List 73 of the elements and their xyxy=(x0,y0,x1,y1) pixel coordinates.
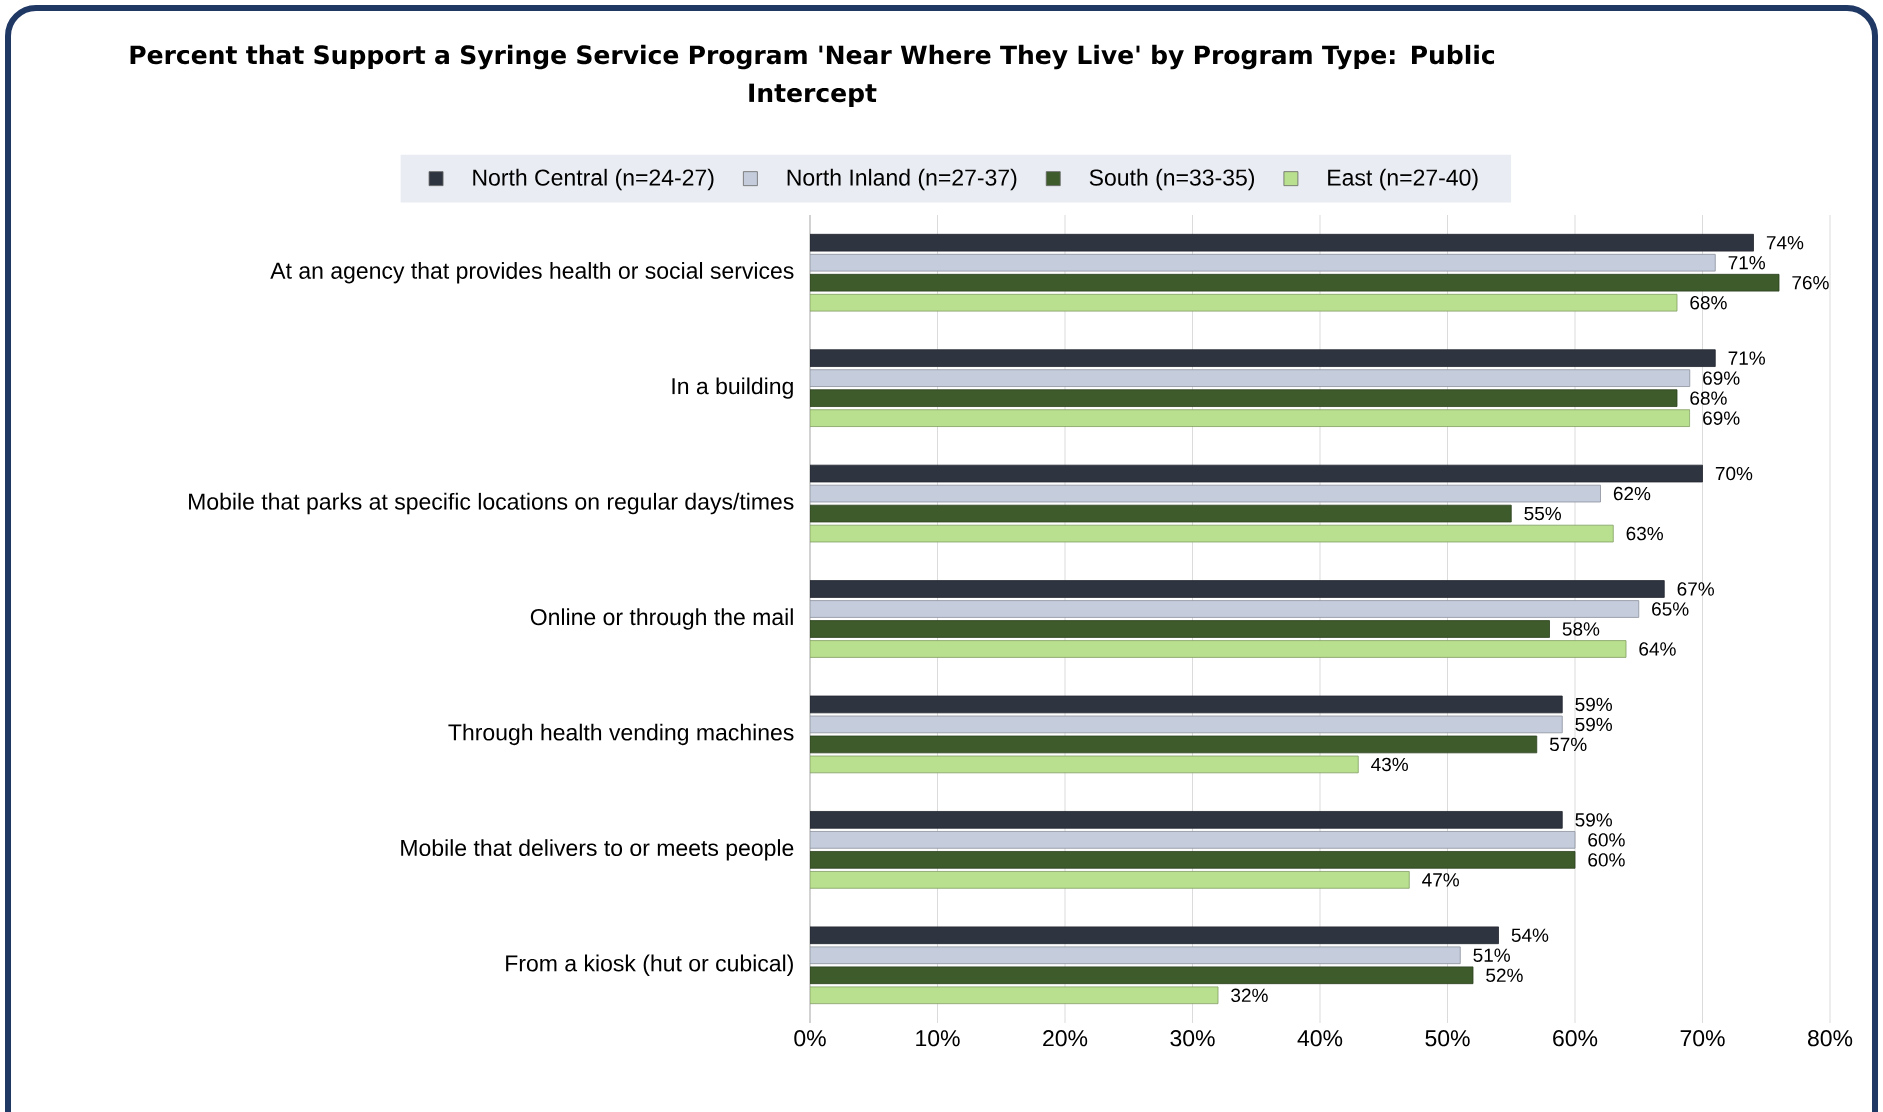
data-label: 52% xyxy=(1486,968,1523,983)
data-label: 69% xyxy=(1703,371,1740,385)
bar xyxy=(810,504,1512,523)
data-label: 68% xyxy=(1690,391,1727,405)
x-tick-label: 0% xyxy=(794,1030,826,1047)
bar xyxy=(810,811,1563,829)
bar xyxy=(810,369,1691,387)
data-label: 71% xyxy=(1728,351,1765,365)
bar xyxy=(810,580,1665,598)
data-label: 67% xyxy=(1677,582,1714,596)
bar xyxy=(810,695,1563,714)
data-label: 65% xyxy=(1652,602,1689,616)
chart-title: Percent that Support a Syringe Service Program 'Near Where They Live' by Program Type: Public Intercept xyxy=(130,44,1495,108)
y-tick-label: Mobile that delivers to or meets people xyxy=(401,839,794,861)
bar xyxy=(810,640,1627,658)
data-label: 57% xyxy=(1549,737,1587,752)
legend-label: South (n=33-35) xyxy=(1089,168,1255,191)
y-tick-label: From a kiosk (hut or cubical) xyxy=(506,954,793,976)
x-tick-label: 10% xyxy=(916,1030,960,1047)
data-label: 58% xyxy=(1562,622,1600,636)
bar xyxy=(810,871,1410,889)
bar xyxy=(810,389,1678,407)
data-label: 64% xyxy=(1639,642,1676,656)
bar xyxy=(810,273,1780,292)
data-label: 59% xyxy=(1575,717,1612,732)
x-tick-label: 60% xyxy=(1553,1030,1598,1047)
data-label: 59% xyxy=(1575,813,1612,827)
bar xyxy=(810,851,1576,869)
data-label: 60% xyxy=(1588,833,1625,847)
legend-label: East (n=27-40) xyxy=(1328,168,1478,191)
bar xyxy=(810,620,1550,638)
bar xyxy=(810,349,1716,367)
x-tick-label: 50% xyxy=(1425,1030,1470,1047)
data-label: 60% xyxy=(1588,853,1625,867)
bar xyxy=(810,926,1499,945)
y-tick-label: In a building xyxy=(672,377,793,399)
x-tick-label: 70% xyxy=(1680,1030,1725,1047)
data-label: 63% xyxy=(1626,526,1663,541)
data-label: 55% xyxy=(1524,506,1561,521)
data-label: 47% xyxy=(1422,873,1459,887)
bar xyxy=(810,735,1538,754)
data-label: 62% xyxy=(1613,486,1651,501)
data-label: 54% xyxy=(1511,928,1549,942)
bar xyxy=(810,715,1563,734)
y-tick-label: At an agency that provides health or social services xyxy=(270,262,794,284)
x-tick-label: 30% xyxy=(1170,1030,1215,1047)
data-label: 74% xyxy=(1766,236,1804,250)
x-tick-label: 20% xyxy=(1043,1030,1088,1047)
bar xyxy=(810,831,1576,849)
bar xyxy=(810,464,1703,483)
data-label: 51% xyxy=(1473,948,1510,962)
bar xyxy=(810,600,1640,618)
data-label: 43% xyxy=(1371,757,1408,772)
bar xyxy=(810,233,1754,252)
data-label: 32% xyxy=(1231,988,1268,1003)
bar xyxy=(810,484,1601,503)
bar xyxy=(810,253,1716,272)
legend-label: North Inland (n=27-37) xyxy=(787,168,1017,191)
data-label: 68% xyxy=(1690,295,1727,310)
data-label: 59% xyxy=(1575,697,1612,712)
data-label: 69% xyxy=(1703,411,1740,425)
legend-label: North Central (n=24-27) xyxy=(473,168,714,191)
data-label: 71% xyxy=(1728,256,1765,270)
bar xyxy=(810,966,1474,985)
bar xyxy=(810,946,1461,965)
y-tick-label: Online or through the mail xyxy=(530,608,793,630)
data-label: 70% xyxy=(1715,466,1753,481)
x-tick-label: 80% xyxy=(1807,1030,1853,1047)
bar xyxy=(810,409,1691,427)
y-tick-label: Mobile that parks at specific locations on regular days/times xyxy=(189,492,794,515)
data-label: 76% xyxy=(1792,275,1829,290)
y-tick-label: Through health vending machines xyxy=(448,723,794,746)
x-tick-label: 40% xyxy=(1297,1030,1343,1047)
